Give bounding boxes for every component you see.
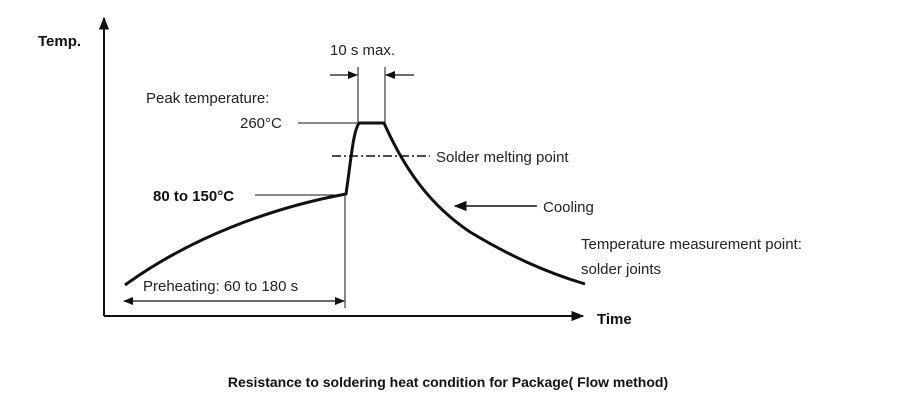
melting-point-label: Solder melting point bbox=[436, 149, 569, 166]
y-axis-label: Temp. bbox=[38, 33, 81, 50]
cooling-label: Cooling bbox=[543, 199, 594, 216]
peak-duration-label: 10 s max. bbox=[330, 42, 395, 59]
figure-caption: Resistance to soldering heat condition f… bbox=[227, 374, 669, 390]
x-axis-label: Time bbox=[597, 311, 632, 328]
preheating-label: Preheating: 60 to 180 s bbox=[143, 278, 298, 295]
measurement-point-line2: solder joints bbox=[581, 261, 661, 278]
preheat-temperature-label: 80 to 150°C bbox=[153, 188, 234, 205]
temperature-profile-curve bbox=[124, 121, 586, 287]
measurement-point-line1: Temperature measurement point: bbox=[581, 236, 802, 253]
peak-temperature-label: Peak temperature: bbox=[146, 90, 269, 107]
peak-temperature-value: 260°C bbox=[240, 115, 282, 132]
